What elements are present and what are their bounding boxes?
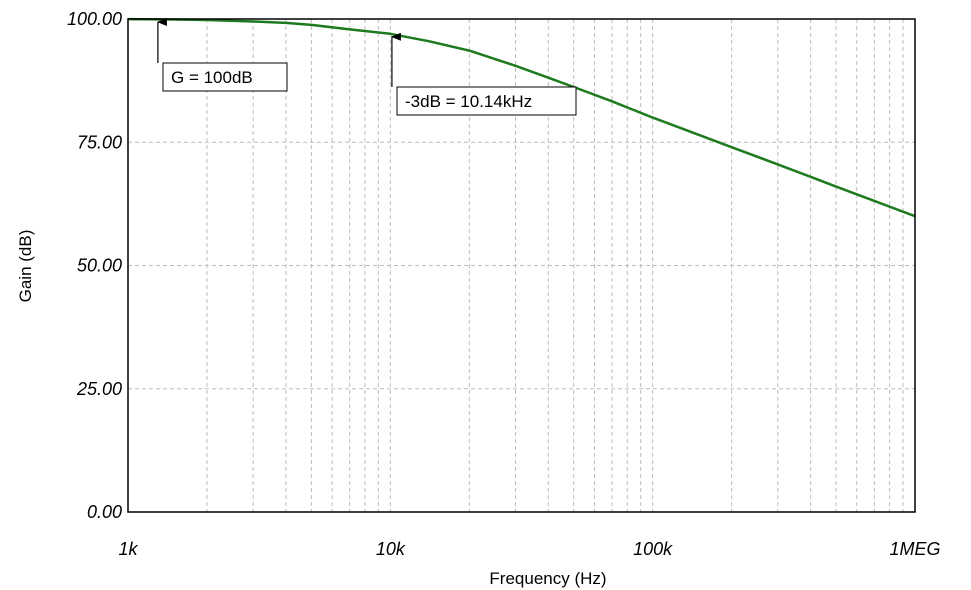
plot-frame	[127, 18, 916, 513]
y-tick-label: 0.00	[87, 502, 122, 522]
annotation-3db-freq: -3dB = 10.14kHz	[390, 32, 577, 116]
grid-lines	[128, 19, 915, 512]
tick-labels: 1k 10k 100k 1MEG 0.00 25.00 50.00 75.00 100.00	[67, 9, 941, 559]
x-tick-label: 1k	[118, 539, 138, 559]
gain-series-line	[127, 17, 916, 218]
annotation-layer: G = 100dB -3dB = 10.14kHz	[156, 18, 577, 116]
y-tick-label: 25.00	[76, 379, 122, 399]
annotation-label: G = 100dB	[171, 68, 253, 87]
y-tick-label: 50.00	[77, 256, 122, 276]
x-tick-label: 100k	[633, 539, 673, 559]
y-axis-title: Gain (dB)	[16, 230, 35, 303]
annotation-box	[162, 62, 288, 92]
annotation-box	[396, 86, 577, 116]
x-tick-label: 1MEG	[889, 539, 940, 559]
series-layer	[127, 17, 916, 218]
annotation-g-100db: G = 100dB	[156, 18, 288, 92]
y-tick-label: 75.00	[77, 132, 122, 152]
x-axis-title: Frequency (Hz)	[489, 569, 606, 588]
x-tick-label: 10k	[376, 539, 406, 559]
y-tick-label: 100.00	[67, 9, 122, 29]
annotation-label: -3dB = 10.14kHz	[405, 92, 532, 111]
